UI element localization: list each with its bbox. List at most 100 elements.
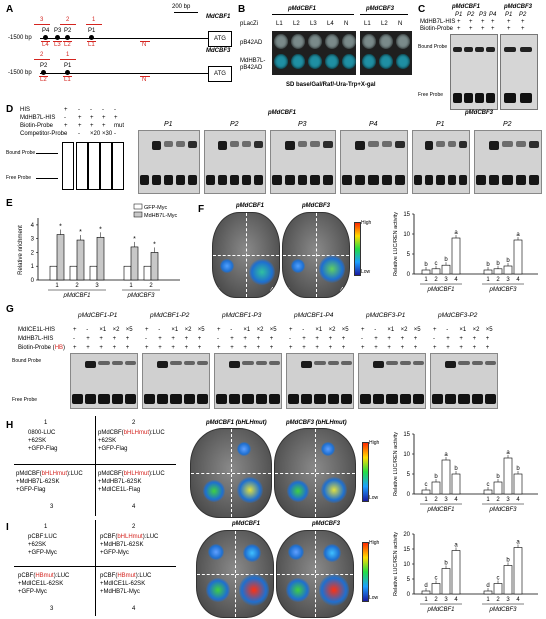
i-leaf-2-quad-num: 3	[280, 607, 284, 614]
c-bound-band	[475, 47, 484, 52]
chart-f: 0 5 10 15 Relative LUC/REN activity b 1 c 2 b 3 a 4 b…	[393, 212, 538, 293]
bp-label-cbf3: -1500 bp	[8, 70, 32, 76]
bp-label-cbf1: -1500 bp	[8, 35, 32, 41]
e-y-tick-label: 0	[31, 278, 35, 284]
d-bound-band	[188, 141, 197, 148]
d-bound-band	[176, 141, 185, 147]
h-x-tick-label: 4	[454, 497, 458, 503]
e-bar-gfp	[89, 265, 98, 281]
g-r2-value: +	[328, 336, 333, 342]
h-leaf-2: 1 2 3 4	[274, 428, 356, 518]
h-q3-text: pMdCBF(bHLHmut):LUC +MdHB7L-62SK +GFP-Flag	[16, 471, 83, 493]
f-sig-letter: b	[486, 262, 490, 268]
i-y-tick-label: 20	[403, 532, 410, 538]
h-group-label-1: pMdCBF1	[426, 507, 454, 513]
a-cbf1-lane-bar	[87, 41, 96, 42]
promoter-line-cbf1	[40, 38, 208, 39]
g-bound-band	[399, 361, 411, 365]
f-leaf-1-quad-num: 3	[216, 287, 220, 294]
g-r3-value: +	[145, 345, 149, 351]
d-bound-band	[242, 141, 251, 147]
a-cbf1-lane-label: L3	[54, 42, 61, 48]
e-legend-gfp: GFP-Myc	[144, 205, 167, 211]
a-cbf1-site-bar	[60, 24, 76, 25]
d-bound-band	[502, 141, 513, 147]
i-q4-text: pCBF(HBmut):LUC +MdICE1L-62SK +MdHB7L-Myc	[100, 573, 152, 595]
g-r2-value: +	[459, 336, 463, 342]
b-row-hb7l-b: pB42AD	[240, 65, 263, 71]
b-row-pB42AD: pB42AD	[240, 40, 263, 46]
panel-label-h: H	[6, 420, 14, 431]
e-sig-star: *	[59, 224, 62, 231]
i-q2-text: pCBF(bHLHmut):LUC +MdHB7L-62SK +GFP-Myc	[100, 534, 159, 556]
h-bar	[421, 489, 431, 495]
d-lane-value: +	[78, 115, 82, 121]
g-r3-value: +	[374, 345, 378, 351]
e-legend-hb7l: MdHB7L-Myc	[144, 213, 178, 219]
d-schematic-lane	[100, 142, 112, 190]
h-bar	[441, 459, 451, 495]
g-r3-value: +	[302, 345, 306, 351]
g-r1-value: +	[217, 327, 221, 333]
d-free-band	[272, 175, 282, 185]
g-r2-value: +	[302, 336, 306, 342]
g-gel	[142, 353, 210, 409]
g-r2-value: +	[269, 336, 274, 342]
i-leaf-1-quad-num: 3	[200, 607, 204, 614]
g-r3-value: +	[485, 345, 490, 351]
g-r2-value: +	[197, 336, 202, 342]
g-r1-value: ×5	[197, 327, 205, 333]
g-r2-value: +	[315, 336, 319, 342]
g-r1-value: ×1	[459, 327, 467, 333]
panel-label-f: F	[198, 204, 205, 215]
g-r1-value: ×5	[341, 327, 349, 333]
e-y-tick-label: 1	[31, 264, 35, 270]
g-bound-band	[471, 361, 483, 365]
i-leaf1-title: pMdCBF1	[232, 521, 260, 527]
scale-bar-label: 200 bp	[172, 4, 191, 10]
g-free-band	[255, 394, 267, 404]
g-r2-value: +	[99, 336, 103, 342]
i-leaf-2-hdash	[277, 574, 353, 575]
e-group-label-2: pMdCBF3	[126, 293, 155, 298]
f-sig-letter: b	[444, 257, 448, 263]
d-free-band	[528, 175, 539, 185]
b-lane-label-cbf3: L2	[381, 21, 388, 27]
g-r3-value: +	[459, 345, 463, 351]
d-lane-value: +	[90, 123, 94, 129]
h-y-tick-label: 0	[407, 492, 411, 498]
i-bar	[483, 590, 493, 595]
g-r3-value: +	[315, 345, 319, 351]
g-free-band	[301, 394, 313, 404]
g-r2-value: +	[446, 336, 450, 342]
c-plus-2: +	[469, 26, 473, 32]
i-sig-letter: b	[506, 558, 510, 564]
i-leaf-1-luc-signal	[242, 543, 261, 562]
g-r3-value: +	[125, 345, 130, 351]
c-plus-2: +	[507, 26, 511, 32]
i-y-tick-label: 15	[403, 547, 410, 553]
d-gel	[204, 130, 266, 194]
f-leaf-2-quad-num: 1	[286, 215, 290, 222]
g-r3-value: +	[387, 345, 391, 351]
g-r1-value: ×1	[315, 327, 323, 333]
i-leaf-1-hdash	[197, 574, 273, 575]
b-lane-label-cbf3: L1	[364, 21, 371, 27]
d-bound-band	[368, 141, 379, 147]
g-r2-value: +	[256, 336, 261, 342]
a-cbf1-site-num: 3	[40, 17, 44, 23]
h-leaf-1-quad-num: 3	[194, 507, 198, 514]
d-schematic-lane	[76, 142, 88, 190]
d-free-label: Free Probe	[6, 175, 32, 181]
e-sig-star: *	[79, 229, 82, 236]
i-y-label: Relative LUC/REN activity	[393, 532, 399, 596]
h-y-tick-label: 15	[403, 432, 410, 438]
gene-label-cbf3: MdCBF3	[206, 48, 231, 54]
d-bound-band	[458, 141, 467, 148]
c-plus-1: +	[457, 19, 461, 25]
b-lane-label-cbf1: L1	[276, 21, 283, 27]
d-schematic-lane	[88, 142, 100, 190]
g-gel	[286, 353, 354, 409]
d-free-band	[140, 175, 149, 185]
g-r1-value: -	[158, 327, 161, 333]
